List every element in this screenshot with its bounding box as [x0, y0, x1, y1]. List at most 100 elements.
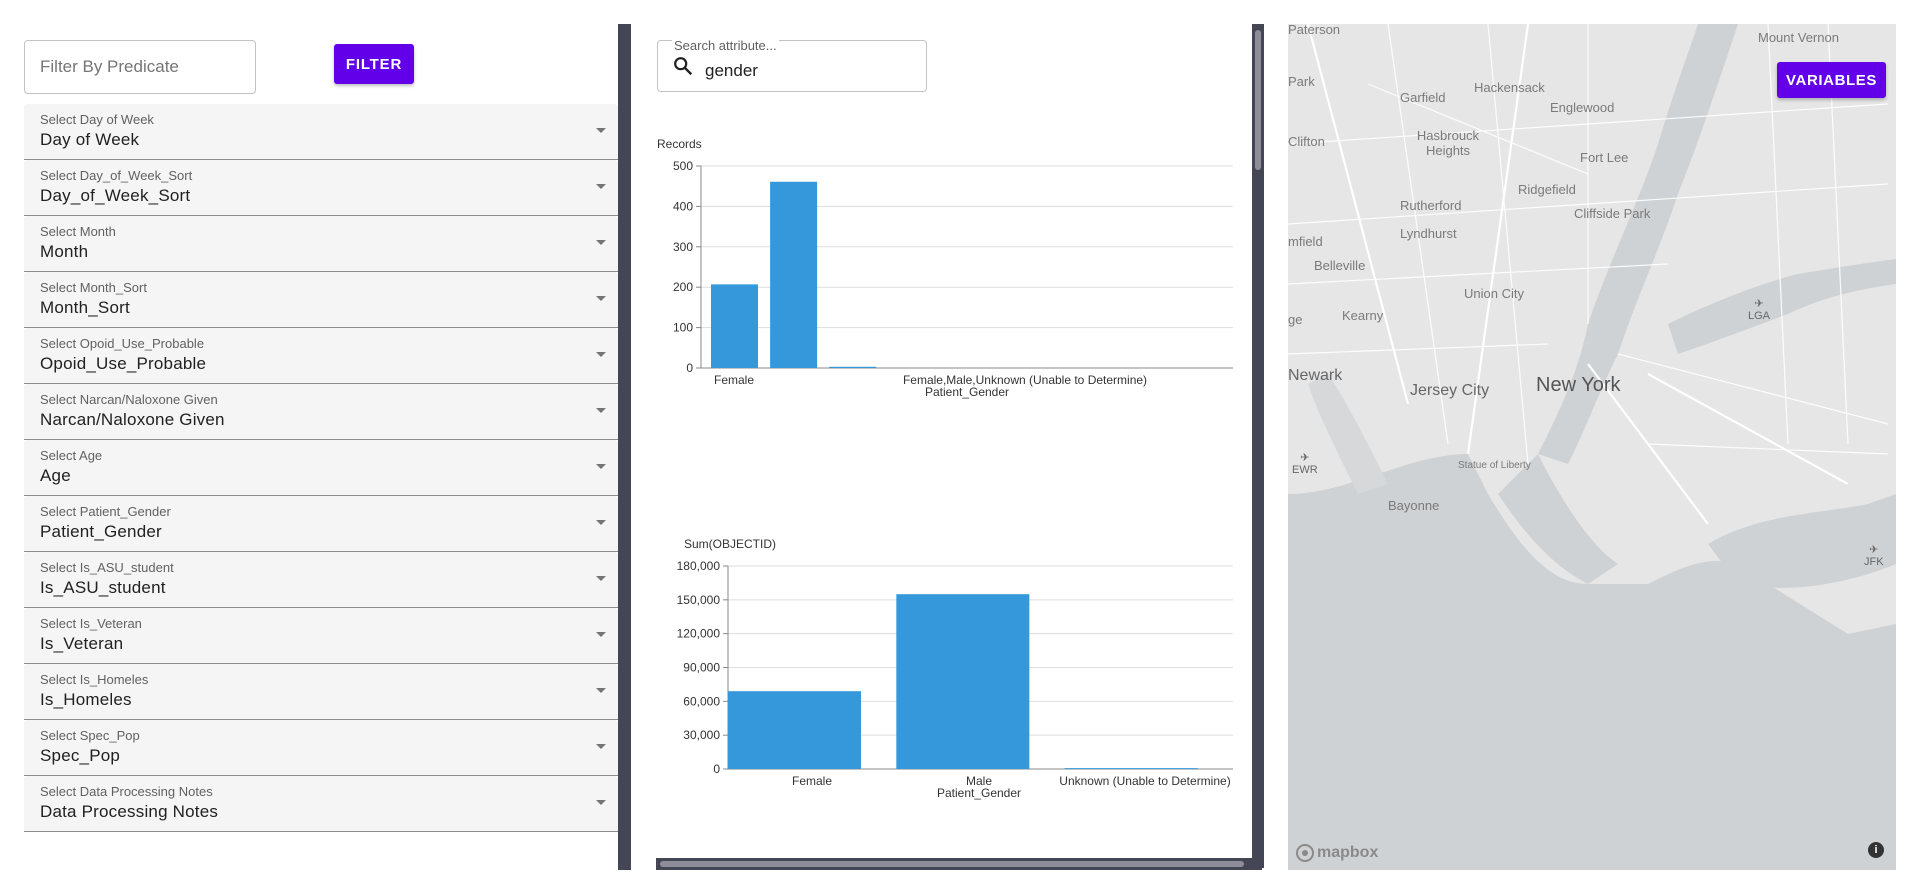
map-place-label: Mount Vernon [1758, 30, 1839, 45]
x-tick-label: Female,Male,Unknown (Unable to Determine… [903, 373, 1147, 387]
chevron-down-icon[interactable] [596, 464, 606, 469]
bar[interactable] [896, 594, 1030, 769]
select-label: Select Day_of_Week_Sort [40, 168, 193, 183]
map-place-label: Jersey City [1410, 382, 1490, 399]
map-place-label: Ridgefield [1518, 182, 1576, 197]
attribute-select[interactable]: Select Day_of_Week_Sort Day_of_Week_Sort [24, 160, 618, 216]
variables-button[interactable]: VARIABLES [1777, 62, 1886, 98]
select-label: Select Spec_Pop [40, 728, 140, 743]
filter-panel: Filter By Predicate FILTER Select Day of… [24, 24, 618, 870]
select-label: Select Day of Week [40, 112, 154, 127]
attribute-select[interactable]: Select Age Age [24, 440, 618, 496]
select-label: Select Patient_Gender [40, 504, 171, 519]
chevron-down-icon[interactable] [596, 352, 606, 357]
y-tick-label: 90,000 [683, 661, 720, 675]
select-value: Age [40, 466, 71, 485]
y-tick-label: 500 [673, 159, 693, 173]
bar[interactable] [711, 284, 758, 368]
select-value: Data Processing Notes [40, 802, 219, 821]
x-tick-label: Female [714, 373, 754, 387]
sum-objectid-bar-chart: Sum(OBJECTID) 0 30,000 60,000 90,000 120,000 1… [677, 537, 1233, 800]
map-place-label: Hackensack [1474, 80, 1545, 95]
attribute-select[interactable]: Select Is_Homeles Is_Homeles [24, 664, 618, 720]
horizontal-scroll-thumb[interactable] [660, 861, 1244, 867]
attribute-select[interactable]: Select Data Processing Notes Data Process… [24, 776, 618, 832]
mapbox-attribution: mapbox [1317, 844, 1379, 861]
bar[interactable] [728, 691, 861, 769]
y-tick-label: 180,000 [677, 559, 721, 573]
chevron-down-icon[interactable] [596, 800, 606, 805]
select-value: Is_ASU_student [40, 578, 166, 597]
attribute-select[interactable]: Select Month_Sort Month_Sort [24, 272, 618, 328]
y-axis-label: Sum(OBJECTID) [684, 537, 776, 551]
chevron-down-icon[interactable] [596, 520, 606, 525]
map-place-label: Kearny [1342, 308, 1384, 323]
map-place-label: Clifton [1288, 134, 1325, 149]
chevron-down-icon[interactable] [596, 632, 606, 637]
x-axis-label: Patient_Gender [937, 786, 1021, 800]
attribute-select[interactable]: Select Narcan/Naloxone Given Narcan/Nalox… [24, 384, 618, 440]
chevron-down-icon[interactable] [596, 240, 606, 245]
map-place-label: mfield [1288, 234, 1323, 249]
search-input[interactable]: gender [705, 61, 758, 80]
map-place-label: Cliffside Park [1574, 206, 1651, 221]
mapbox-logo[interactable]: mapbox [1296, 844, 1378, 862]
predicate-input[interactable]: Filter By Predicate [24, 40, 256, 94]
panel-divider-left[interactable] [618, 24, 631, 870]
map-place-label: Rutherford [1400, 198, 1462, 213]
select-value: Patient_Gender [40, 522, 162, 541]
chart-panel-horizontal-scrollbar[interactable] [656, 858, 1262, 870]
info-icon[interactable]: i [1868, 842, 1884, 858]
bar[interactable] [770, 181, 818, 368]
vertical-scroll-thumb[interactable] [1255, 30, 1261, 170]
chevron-down-icon[interactable] [596, 688, 606, 693]
map-place-label: New York [1536, 374, 1621, 396]
chevron-down-icon[interactable] [596, 128, 606, 133]
bar[interactable] [829, 366, 877, 368]
select-value: Day_of_Week_Sort [40, 186, 191, 205]
attribute-search-field[interactable]: Search attribute... gender [657, 38, 927, 92]
y-tick-label: 60,000 [683, 694, 720, 708]
airport-ewr: ✈ EWR [1292, 452, 1318, 476]
select-label: Select Is_Veteran [40, 616, 142, 631]
select-value: Is_Homeles [40, 690, 132, 709]
attribute-select[interactable]: Select Is_Veteran Is_Veteran [24, 608, 618, 664]
y-tick-label: 120,000 [677, 627, 721, 641]
chevron-down-icon[interactable] [596, 296, 606, 301]
attribute-select[interactable]: Select Day of Week Day of Week [24, 104, 618, 160]
map-place-label: Hasbrouck Heights [1416, 128, 1480, 158]
chart-panel: Search attribute... gender Records 0 100 20… [631, 24, 1249, 870]
chevron-down-icon[interactable] [596, 184, 606, 189]
chevron-down-icon[interactable] [596, 408, 606, 413]
x-axis-label: Patient_Gender [925, 385, 1009, 399]
y-axis-label: Records [657, 137, 702, 151]
select-value: Day of Week [40, 130, 140, 149]
attribute-select[interactable]: Select Spec_Pop Spec_Pop [24, 720, 618, 776]
map-view[interactable]: Paterson Mount Vernon Park Garfield Hackensa… [1288, 24, 1896, 870]
map-place-label: Park [1288, 74, 1315, 89]
search-icon [674, 57, 693, 76]
bar[interactable] [1064, 768, 1198, 770]
attribute-select[interactable]: Select Opoid_Use_Probable Opoid_Use_Proba… [24, 328, 618, 384]
attribute-select[interactable]: Select Month Month [24, 216, 618, 272]
attribute-select[interactable]: Select Is_ASU_student Is_ASU_student [24, 552, 618, 608]
y-tick-label: 150,000 [677, 593, 721, 607]
airport-lga: ✈ LGA [1748, 298, 1771, 322]
map-place-label: Garfield [1400, 90, 1446, 105]
attribute-select-list: Select Day of Week Day of Week Select Day_… [24, 104, 618, 832]
map-place-label: Statue of Liberty [1458, 460, 1531, 471]
select-value: Narcan/Naloxone Given [40, 410, 225, 429]
attribute-select[interactable]: Select Patient_Gender Patient_Gender [24, 496, 618, 552]
x-tick-label: Unknown (Unable to Determine) [1059, 774, 1230, 788]
chevron-down-icon[interactable] [596, 576, 606, 581]
airport-jfk: ✈ JFK [1864, 544, 1884, 568]
y-tick-label: 200 [673, 280, 693, 294]
select-value: Is_Veteran [40, 634, 124, 653]
select-label: Select Month [40, 224, 116, 239]
filter-button[interactable]: FILTER [334, 44, 414, 84]
mapbox-logo-icon [1296, 844, 1314, 862]
records-bar-chart: Records 0 100 200 300 400 500 Female Female,Male… [657, 137, 1233, 399]
chevron-down-icon[interactable] [596, 744, 606, 749]
chart-panel-vertical-scrollbar[interactable] [1252, 24, 1264, 868]
y-tick-label: 400 [673, 199, 693, 213]
